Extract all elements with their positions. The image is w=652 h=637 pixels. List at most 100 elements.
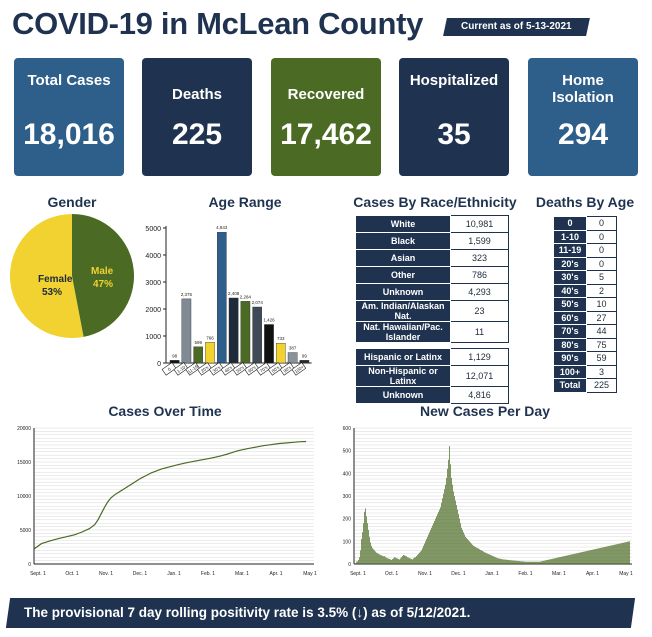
new-cases-bar — [400, 558, 401, 564]
race-value: 23 — [450, 300, 509, 322]
new-cases-bar — [382, 555, 383, 564]
new-cases-bar — [531, 561, 532, 564]
new-cases-bar — [497, 558, 498, 564]
new-cases-bar — [532, 561, 533, 564]
new-cases-bar — [545, 560, 546, 564]
new-cases-bar — [357, 561, 358, 564]
new-cases-bar — [617, 544, 618, 564]
race-row: Nat. Hawaiian/Pac. Islander 11 — [355, 321, 509, 343]
x-tick-label: Jan. 1 — [167, 571, 181, 577]
new-cases-bar — [356, 561, 357, 564]
new-cases-bar — [461, 527, 462, 564]
deaths-age-row: 100+ 3 — [553, 364, 617, 379]
new-cases-bar — [411, 559, 412, 564]
deaths-age-value: 0 — [586, 243, 617, 258]
pie-slice-male — [72, 214, 134, 337]
new-cases-bar — [580, 552, 581, 564]
new-cases-chart: 0 100 200 300 400 500 600 Sept. 1 Oct. 1 Nov. 1 De… — [343, 426, 633, 577]
deaths-age-value: 5 — [586, 270, 617, 285]
age-bar-value: 2,284 — [240, 294, 252, 299]
new-cases-bar — [534, 561, 535, 564]
race-value: 786 — [450, 266, 509, 284]
deaths-age-row: Total 225 — [553, 378, 617, 393]
new-cases-bar — [375, 551, 376, 564]
new-cases-bar — [417, 554, 418, 564]
age-tick-label: 11-19 — [187, 364, 199, 375]
deaths-age-value: 0 — [586, 256, 617, 271]
pie-slice-female — [9, 214, 84, 338]
race-label: White — [355, 215, 451, 233]
new-cases-bar — [544, 560, 545, 564]
new-cases-bar — [517, 560, 518, 564]
new-cases-bar — [407, 557, 408, 564]
race-value: 323 — [450, 249, 509, 267]
new-cases-bar — [628, 541, 629, 564]
new-cases-bar — [451, 477, 452, 564]
race-value: 11 — [450, 321, 509, 343]
new-cases-bar — [524, 561, 525, 564]
new-cases-bar — [391, 559, 392, 564]
race-row: Unknown 4,816 — [355, 386, 509, 404]
new-cases-bar — [498, 558, 499, 564]
new-cases-bar — [572, 554, 573, 564]
new-cases-bar — [378, 553, 379, 564]
age-tick-group: 70's — [256, 362, 271, 376]
new-cases-bar — [427, 536, 428, 564]
new-cases-bar — [590, 550, 591, 564]
age-bar — [169, 360, 180, 364]
age-bar — [228, 297, 239, 364]
new-cases-bar — [487, 553, 488, 564]
deaths-age-value: 59 — [586, 351, 617, 366]
age-bar-value: 98 — [172, 353, 178, 358]
new-cases-bar — [440, 507, 441, 564]
new-cases-bar — [396, 558, 397, 564]
new-cases-bar — [600, 547, 601, 564]
new-cases-bar — [622, 542, 623, 564]
new-cases-bar — [625, 542, 626, 564]
new-cases-bar — [522, 561, 523, 564]
new-cases-bar — [551, 559, 552, 564]
race-row: Other 786 — [355, 266, 509, 284]
new-cases-bar — [456, 505, 457, 564]
deaths-age-value: 3 — [586, 364, 617, 379]
new-cases-bar — [460, 523, 461, 564]
new-cases-bar — [507, 559, 508, 564]
new-cases-bar — [405, 555, 406, 564]
deaths-age-row: 40's 2 — [553, 283, 617, 298]
x-tick-label: Dec. 1 — [133, 571, 148, 577]
age-bar — [216, 232, 227, 364]
new-cases-bar — [550, 559, 551, 564]
race-label: Non-Hispanic or Latinx — [355, 365, 451, 387]
age-tick-label: 20's — [200, 364, 210, 373]
new-cases-bar — [624, 542, 625, 564]
new-cases-bar — [606, 546, 607, 564]
new-cases-bar — [520, 561, 521, 564]
new-cases-bar — [567, 555, 568, 564]
age-bar — [264, 324, 274, 364]
new-cases-bar — [555, 558, 556, 564]
new-cases-bar — [576, 553, 577, 564]
new-cases-bar — [467, 539, 468, 564]
new-cases-bar — [450, 464, 451, 564]
age-tick-label: 1-10 — [176, 364, 187, 374]
stat-card-value: 18,016 — [23, 118, 115, 151]
new-cases-bar — [464, 534, 465, 564]
new-cases-bar — [362, 532, 363, 564]
new-cases-bar — [536, 561, 537, 564]
x-tick-label: Nov. 1 — [99, 571, 113, 577]
new-cases-bar — [519, 561, 520, 564]
race-label: Nat. Hawaiian/Pac. Islander — [355, 321, 451, 343]
new-cases-bar — [585, 551, 586, 564]
new-cases-bar — [430, 530, 431, 564]
deaths-age-value: 225 — [586, 378, 617, 393]
new-cases-bar — [364, 511, 365, 564]
new-cases-bar — [626, 542, 627, 564]
new-cases-bar — [436, 516, 437, 564]
x-tick-label: Jan. 1 — [485, 571, 499, 577]
age-bar-value: 2,074 — [252, 300, 264, 305]
gender-pie-chart: Female 53% Male 47% — [9, 214, 134, 338]
age-bar — [287, 352, 298, 364]
new-cases-bar — [589, 550, 590, 564]
new-cases-bar — [547, 559, 548, 564]
deaths-age-row: 20's 0 — [553, 256, 617, 271]
